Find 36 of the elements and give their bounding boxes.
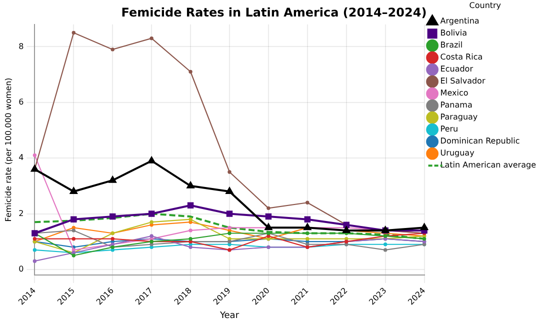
legend-label: Argentina — [440, 16, 480, 26]
legend-label: Ecuador — [440, 64, 474, 74]
point — [148, 210, 155, 217]
y-tick-label: 2 — [18, 208, 24, 218]
y-tick-label: 6 — [18, 97, 24, 106]
y-tick-label: 8 — [18, 42, 24, 51]
legend-label: Mexico — [440, 88, 468, 98]
legend-label: Bolivia — [440, 28, 468, 38]
point — [226, 187, 234, 194]
point — [265, 213, 272, 220]
point — [148, 156, 156, 164]
point — [187, 202, 194, 209]
point — [226, 210, 233, 217]
point — [420, 224, 428, 230]
y-tick-label: 0 — [18, 264, 24, 274]
y-tick-label: 4 — [18, 153, 24, 162]
x-axis-title: Year — [218, 310, 240, 321]
point — [109, 213, 116, 220]
point — [186, 182, 194, 188]
y-axis-title: Femicide rate (per 100,000 women) — [4, 78, 13, 222]
legend-label: Latin American average — [440, 160, 536, 170]
point — [70, 216, 77, 222]
point — [304, 216, 311, 222]
legend-label: Peru — [440, 124, 458, 134]
legend-label: Panama — [440, 100, 472, 110]
legend-label: Uruguay — [440, 148, 475, 158]
legend-label: Brazil — [440, 40, 463, 50]
legend-label: Paraguay — [440, 112, 478, 122]
legend-title: Country — [469, 1, 502, 10]
legend-label: Costa Rica — [440, 52, 483, 62]
point — [70, 187, 78, 194]
legend-label: Dominican Republic — [440, 136, 520, 146]
chart-title: Femicide Rates in Latin America (2014–2024) — [121, 5, 427, 20]
legend-label: El Salvador — [440, 76, 486, 86]
point — [342, 226, 350, 233]
point — [109, 176, 116, 183]
